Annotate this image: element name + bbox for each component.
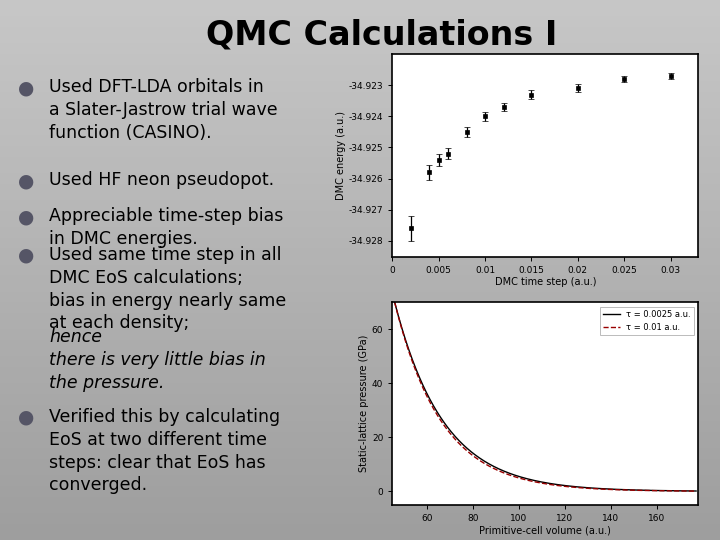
Text: ●: ●	[18, 78, 35, 97]
Text: ●: ●	[18, 246, 35, 265]
X-axis label: Primitive-cell volume (a.u.): Primitive-cell volume (a.u.)	[480, 526, 611, 536]
τ = 0.0025 a.u.	[592, 485, 600, 491]
Y-axis label: DMC energy (a.u.): DMC energy (a.u.)	[336, 111, 346, 200]
τ = 0.01 a.u.	[568, 484, 577, 490]
Text: hence
there is very little bias in
the pressure.: hence there is very little bias in the p…	[49, 328, 266, 392]
τ = 0.01 a.u.	[592, 485, 600, 492]
Text: Used HF neon pseudopot.: Used HF neon pseudopot.	[49, 171, 274, 189]
τ = 0.0025 a.u.	[468, 449, 477, 456]
τ = 0.01 a.u.	[468, 452, 477, 458]
τ = 0.01 a.u.	[390, 299, 399, 306]
τ = 0.0025 a.u.	[617, 487, 626, 493]
τ = 0.0025 a.u.	[444, 424, 452, 431]
Legend: τ = 0.0025 a.u., τ = 0.01 a.u.: τ = 0.0025 a.u., τ = 0.01 a.u.	[600, 307, 694, 335]
Text: ●: ●	[18, 171, 35, 190]
Text: QMC Calculations I: QMC Calculations I	[206, 19, 557, 52]
τ = 0.01 a.u.	[692, 488, 701, 494]
Text: Appreciable time-step bias
in DMC energies.: Appreciable time-step bias in DMC energi…	[49, 207, 284, 248]
X-axis label: DMC time step (a.u.): DMC time step (a.u.)	[495, 278, 596, 287]
τ = 0.01 a.u.	[617, 487, 626, 493]
Text: ●: ●	[18, 408, 35, 427]
τ = 0.0025 a.u.	[527, 476, 536, 483]
τ = 0.0025 a.u.	[390, 299, 399, 306]
Text: Used DFT-LDA orbitals in
a Slater-Jastrow trial wave
function (CASINO).: Used DFT-LDA orbitals in a Slater-Jastro…	[49, 78, 278, 142]
Text: ●: ●	[18, 207, 35, 226]
Text: Used same time step in all
DMC EoS calculations;
bias in energy nearly same
at e: Used same time step in all DMC EoS calcu…	[49, 246, 287, 333]
Line: τ = 0.01 a.u.: τ = 0.01 a.u.	[395, 302, 696, 491]
Y-axis label: Static-lattice pressure (GPa): Static-lattice pressure (GPa)	[359, 335, 369, 472]
τ = 0.0025 a.u.	[692, 488, 701, 494]
Text: Verified this by calculating
EoS at two different time
steps: clear that EoS has: Verified this by calculating EoS at two …	[49, 408, 280, 495]
Line: τ = 0.0025 a.u.: τ = 0.0025 a.u.	[395, 302, 696, 491]
τ = 0.0025 a.u.	[568, 483, 577, 490]
τ = 0.01 a.u.	[444, 428, 452, 434]
τ = 0.01 a.u.	[527, 478, 536, 484]
